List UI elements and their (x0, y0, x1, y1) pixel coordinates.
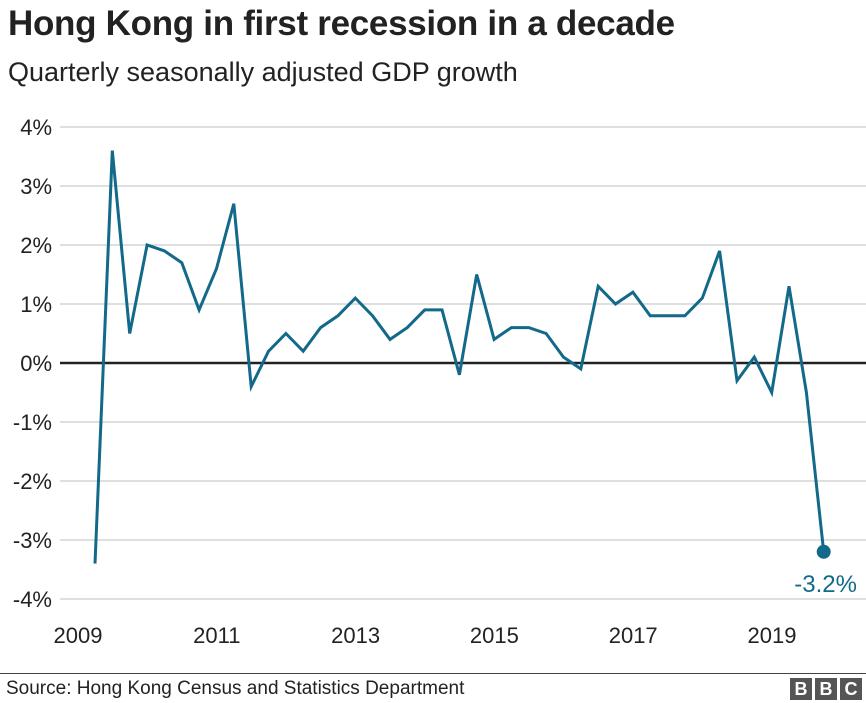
x-axis-ticks: 2009 2011 2013 2015 2017 2019 (54, 623, 797, 648)
x-tick-label: 2013 (331, 623, 380, 648)
bbc-logo: B B C (790, 678, 862, 700)
y-tick-label: -3% (13, 528, 52, 553)
gridlines (60, 126, 866, 600)
x-tick-label: 2019 (748, 623, 797, 648)
series-layer (93, 150, 826, 564)
y-tick-label: -2% (13, 469, 52, 494)
chart-title: Hong Kong in first recession in a decade (8, 4, 675, 43)
y-tick-label: -1% (13, 410, 52, 435)
x-tick-label: 2011 (193, 623, 240, 648)
annotation-label: -3.2% (794, 571, 857, 598)
x-tick-label: 2017 (609, 623, 658, 648)
y-axis-ticks: 4% 3% 2% 1% 0% -1% -2% -3% -4% (13, 115, 52, 612)
gdp-growth-line (93, 150, 826, 564)
y-tick-label: 1% (20, 292, 52, 317)
y-tick-label: 4% (20, 115, 52, 140)
x-tick-label: 2009 (54, 623, 103, 648)
logo-letter-b1: B (790, 678, 812, 700)
y-tick-label: -4% (13, 587, 52, 612)
chart-subtitle: Quarterly seasonally adjusted GDP growth (8, 57, 518, 87)
logo-letter-b2: B (815, 678, 837, 700)
y-tick-label: 3% (20, 174, 52, 199)
y-tick-label: 0% (20, 351, 52, 376)
highlight-dot (816, 544, 831, 559)
source-note: Source: Hong Kong Census and Statistics … (6, 678, 465, 699)
y-tick-label: 2% (20, 233, 52, 258)
annotation-layer: -3.2% (794, 544, 857, 598)
x-tick-label: 2015 (470, 623, 519, 648)
logo-letter-c: C (840, 678, 862, 700)
